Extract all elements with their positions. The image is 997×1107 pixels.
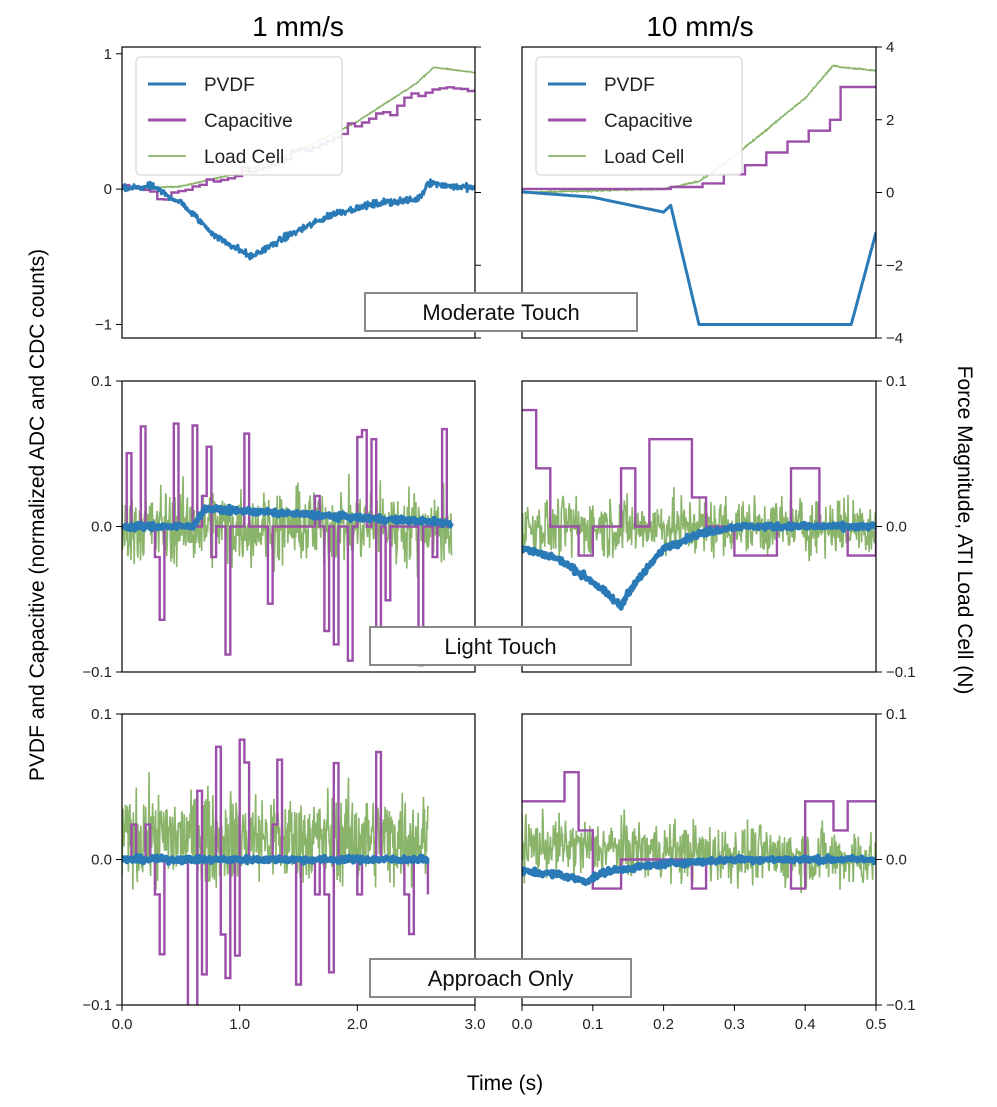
legend-label: PVDF <box>604 75 655 96</box>
right-y-tick-label: 0.1 <box>886 373 907 390</box>
capacitive-series <box>522 85 876 191</box>
plot-area <box>522 64 876 326</box>
column-title-10mm: 10 mm/s <box>646 11 753 42</box>
y-axis-label-left: PVDF and Capacitive (normalized ADC and … <box>26 249 49 781</box>
row-label-text: Light Touch <box>444 634 556 659</box>
loadcell-series <box>122 473 453 578</box>
y-axis-label-right: Force Magnitude, ATI Load Cell (N) <box>953 366 976 695</box>
row-label-text: Approach Only <box>428 966 574 991</box>
right-y-tick-label: 0 <box>886 185 894 202</box>
x-tick-label: 3.0 <box>465 1016 486 1033</box>
right-y-tick-label: 0.1 <box>886 706 907 723</box>
row-label-0: Moderate Touch <box>364 292 638 332</box>
plot-area <box>122 422 454 667</box>
row-label-box <box>369 958 632 998</box>
row-label-text: Moderate Touch <box>422 300 579 325</box>
row-label-box <box>369 626 632 666</box>
plot-area <box>522 771 876 894</box>
right-y-tick-label: 4 <box>886 39 894 56</box>
y-tick-label: 0.1 <box>91 706 112 723</box>
panels: −1 0 1 PVDF Capacitive Load Cell −4 −2 0 2 4 PVDF Ca… <box>82 39 915 1033</box>
legend-label: Capacitive <box>204 111 293 132</box>
x-tick-label: 0.4 <box>795 1016 816 1033</box>
legend: PVDF Capacitive Load Cell <box>535 56 743 176</box>
panel-r2-c1: −0.1 0.0 0.1 0.0 0.1 0.2 0.3 0.4 0.5 <box>512 706 916 1033</box>
row-label-1: Light Touch <box>369 626 632 666</box>
legend-label: Load Cell <box>204 147 284 168</box>
legend: PVDF Capacitive Load Cell <box>135 56 343 176</box>
x-axis-label: Time (s) <box>467 1072 543 1095</box>
y-tick-label: 0.0 <box>91 852 112 869</box>
y-tick-label: 0 <box>104 181 112 198</box>
loadcell-series <box>522 64 876 195</box>
right-y-tick-label: −2 <box>886 257 903 274</box>
pvdf-series <box>122 853 430 866</box>
plot-area <box>522 408 876 611</box>
pvdf-series <box>522 190 876 326</box>
panel-r0-c1: −4 −2 0 2 4 PVDF Capacitive Load Cell <box>521 39 903 347</box>
x-tick-label: 0.1 <box>582 1016 603 1033</box>
column-title-1mm: 1 mm/s <box>252 11 344 42</box>
x-tick-label: 0.0 <box>112 1016 133 1033</box>
x-tick-label: 2.0 <box>347 1016 368 1033</box>
right-y-tick-label: −0.1 <box>886 997 916 1014</box>
capacitive-series <box>522 771 876 890</box>
pvdf-series <box>522 520 876 611</box>
capacitive-series <box>122 422 452 667</box>
legend-box <box>135 56 343 176</box>
legend-label: Capacitive <box>604 111 693 132</box>
row-label-box <box>364 292 638 332</box>
plot-area <box>122 738 430 1005</box>
x-tick-label: 0.3 <box>724 1016 745 1033</box>
legend-box <box>535 56 743 176</box>
pvdf-series <box>122 178 475 261</box>
panel-r0-c0: −1 0 1 PVDF Capacitive Load Cell <box>95 46 481 339</box>
y-tick-label: 0.0 <box>91 519 112 536</box>
y-tick-label: 1 <box>104 46 112 63</box>
y-tick-label: 0.1 <box>91 373 112 390</box>
y-tick-label: −0.1 <box>82 664 112 681</box>
panel-r1-c0: −0.1 0.0 0.1 <box>82 373 476 681</box>
legend-label: Load Cell <box>604 147 684 168</box>
right-y-tick-label: −4 <box>886 330 903 347</box>
x-tick-label: 1.0 <box>229 1016 250 1033</box>
x-tick-label: 0.5 <box>866 1016 887 1033</box>
x-tick-label: 0.0 <box>512 1016 533 1033</box>
y-tick-label: −0.1 <box>82 997 112 1014</box>
pvdf-series <box>122 503 454 533</box>
right-y-tick-label: 0.0 <box>886 519 907 536</box>
row-label-2: Approach Only <box>369 958 632 998</box>
pvdf-series <box>522 853 876 887</box>
right-y-tick-label: 2 <box>886 112 894 129</box>
right-y-tick-label: 0.0 <box>886 852 907 869</box>
capacitive-series <box>522 408 876 557</box>
panel-r2-c0: −0.10.00.10.0 1.0 2.0 3.0 <box>82 706 485 1033</box>
y-tick-label: −1 <box>95 316 112 333</box>
panel-r1-c1: −0.1 0.0 0.1 <box>521 373 916 681</box>
legend-label: PVDF <box>204 75 255 96</box>
x-tick-label: 0.2 <box>653 1016 674 1033</box>
right-y-tick-label: −0.1 <box>886 664 916 681</box>
